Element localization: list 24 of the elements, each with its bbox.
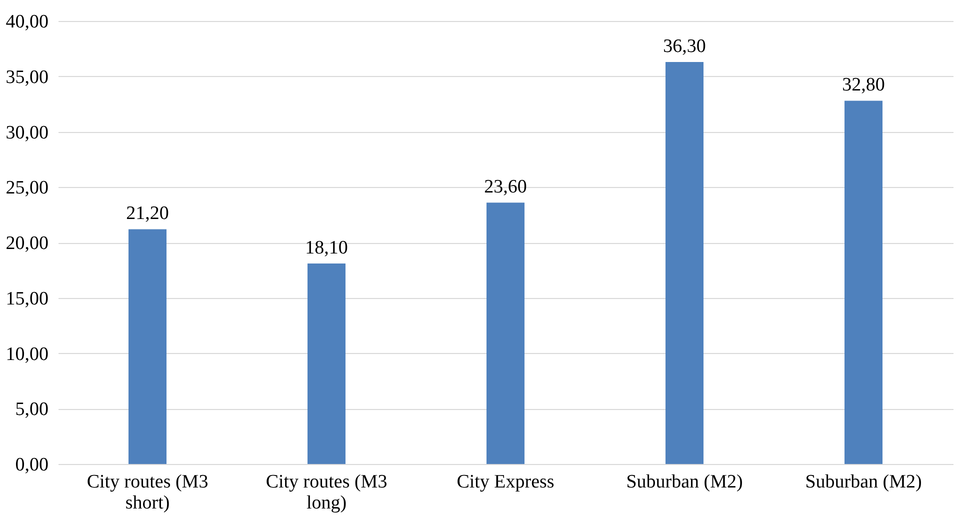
y-tick-label: 5,00 (15, 399, 48, 420)
y-tick-label: 40,00 (6, 12, 48, 32)
x-tick-label: Suburban (M2) (626, 472, 743, 492)
y-tick-label: 20,00 (6, 233, 48, 254)
data-label: 21,20 (126, 203, 169, 224)
bar (486, 202, 524, 464)
y-tick-label: 35,00 (6, 66, 48, 88)
bar (666, 62, 704, 464)
x-tick-label: City routes (M3 long) (266, 472, 388, 514)
data-label: 32,80 (842, 74, 885, 96)
y-tick-label: 15,00 (6, 288, 48, 310)
bar (128, 229, 166, 464)
x-tick-label: Suburban (M2) (805, 472, 922, 492)
bar (308, 264, 346, 464)
x-tick-label: City Express (456, 472, 554, 492)
data-label: 23,60 (484, 176, 527, 198)
y-tick-label: 30,00 (6, 122, 48, 144)
bar (844, 100, 882, 464)
x-tick-label: City routes (M3 short) (86, 472, 208, 514)
data-label: 36,30 (663, 36, 706, 57)
y-tick-label: 10,00 (6, 344, 48, 365)
y-tick-label: 0,00 (15, 454, 48, 476)
y-tick-label: 25,00 (6, 178, 48, 199)
data-label: 18,10 (305, 238, 348, 259)
